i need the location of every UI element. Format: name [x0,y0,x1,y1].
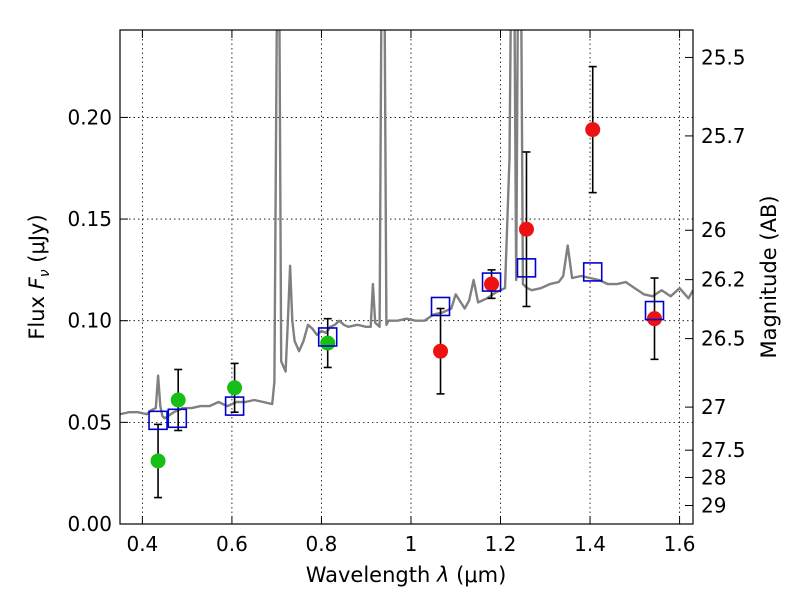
y2-tick-label: 26.2 [701,268,746,292]
data-point [484,276,500,292]
y-tick-label: 0.05 [67,410,112,434]
x-tick-label: 0.6 [216,532,248,556]
spectrum-line [120,30,693,420]
data-point [518,221,534,237]
plot-area [120,30,693,499]
y2-tick-label: 29 [701,494,726,518]
x-tick-label: 1.6 [664,532,696,556]
data-point [170,392,186,408]
model-square [148,410,168,431]
model-square [516,258,537,278]
x-tick-label: 0.4 [126,532,158,556]
model-square [224,396,245,416]
y2-axis-label: Magnitude (AB) [757,195,781,358]
y2-tick-label: 26.5 [701,327,746,351]
y2-tick-label: 28 [701,465,726,489]
x-tick-label: 1.2 [485,532,517,556]
model-square [430,296,451,317]
axis-ticks: 0.4 0.6 0.8 1 1.2 1.4 1.6 0.00 0.05 0.10 0.15 0.20 2… [67,30,746,556]
grid-lines [120,30,693,525]
x-tick-label: 1 [405,532,418,556]
y-tick-label: 0.10 [67,309,112,333]
model-square [167,408,188,429]
y2-tick-label: 27.5 [701,438,746,462]
y-tick-label: 0.20 [67,105,112,129]
y2-tick-label: 25.7 [701,124,746,148]
model-square [644,300,665,321]
y-tick-label: 0.00 [67,512,112,536]
y-tick-label: 0.15 [67,207,112,231]
model-square [582,262,603,282]
plot-frame [119,29,694,525]
y2-tick-label: 27 [701,395,726,419]
data-point [433,343,449,359]
y-axis-label: Flux Fν (μJy) [25,214,53,339]
data-point [585,122,601,138]
y2-tick-label: 26 [701,218,726,242]
data-point [647,311,663,327]
model-square [481,272,502,292]
data-point [150,453,166,469]
y2-tick-label: 25.5 [701,45,746,69]
x-tick-label: 0.8 [306,532,338,556]
x-tick-label: 1.4 [574,532,606,556]
data-point [320,335,336,351]
x-axis-label: Wavelength λ (μm) [306,563,507,587]
model-square [317,327,338,347]
data-point [227,380,243,396]
